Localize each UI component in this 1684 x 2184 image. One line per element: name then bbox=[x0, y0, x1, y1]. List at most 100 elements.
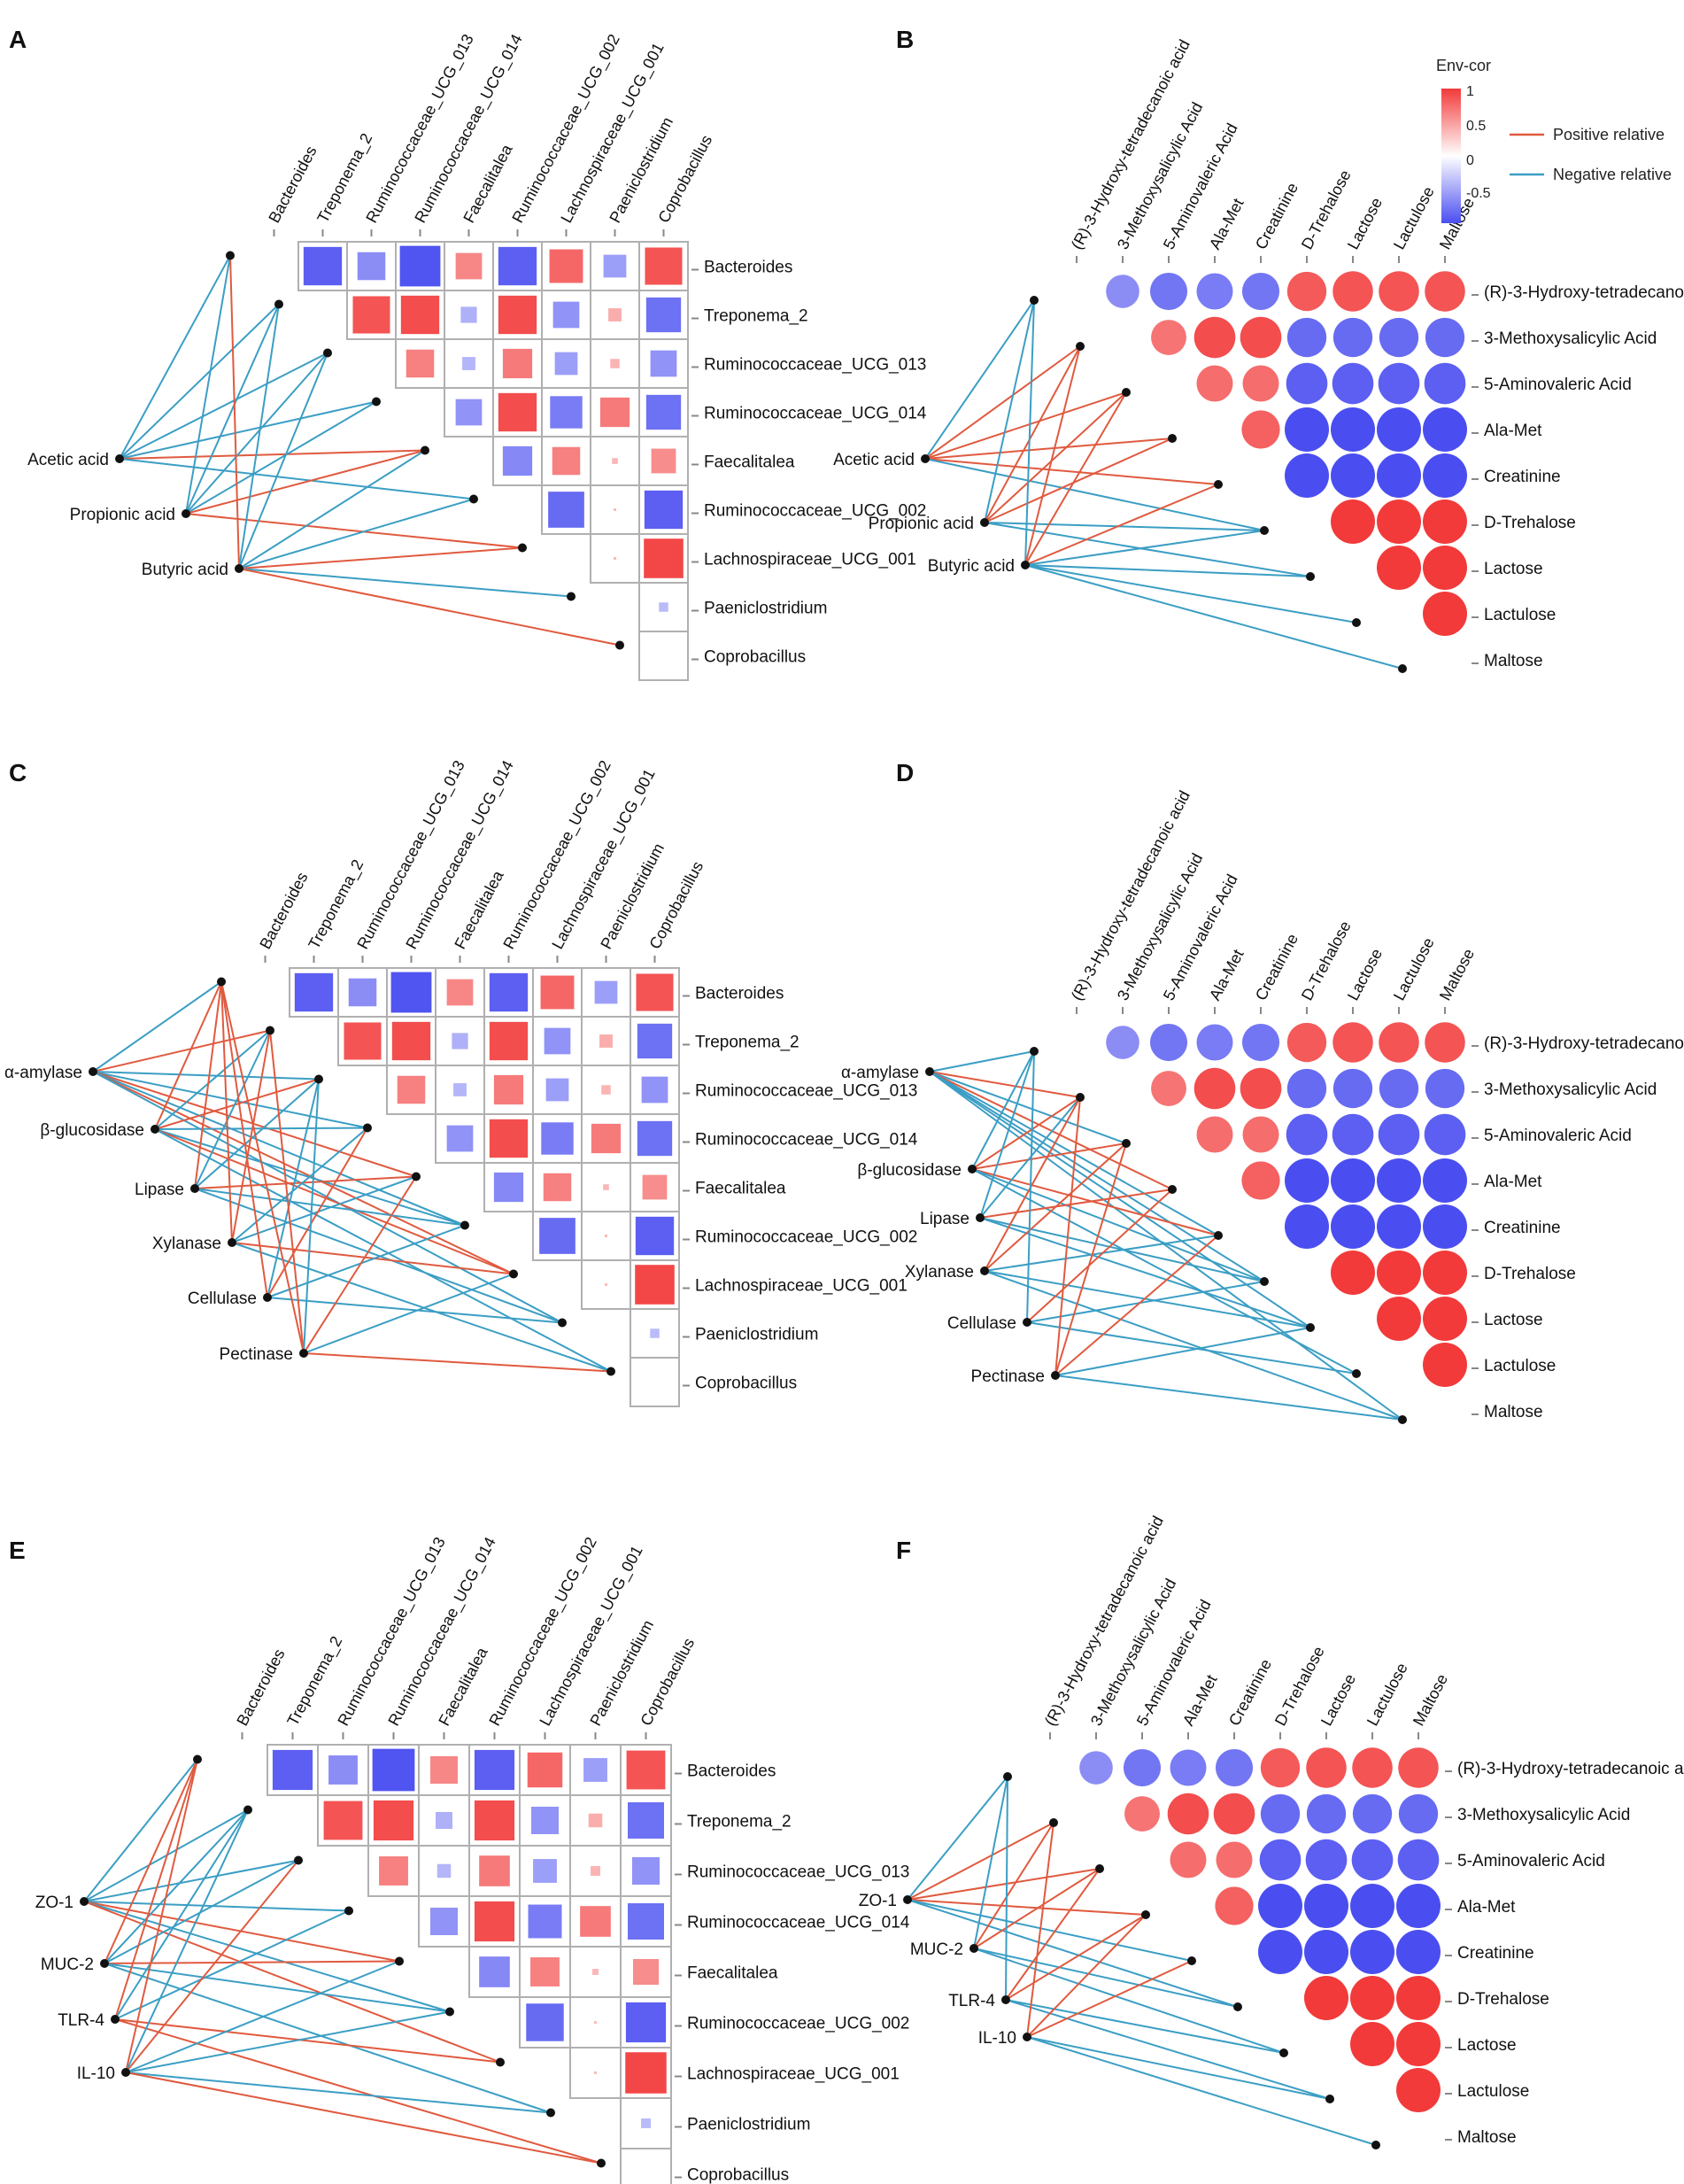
link-positive bbox=[83, 1901, 501, 2064]
row-label-ruminococcaceae-ucg-013: Ruminococcaceae_UCG_013 bbox=[687, 1863, 909, 1882]
cell-negative bbox=[539, 1218, 575, 1254]
link-negative bbox=[125, 1960, 400, 2073]
cell-negative bbox=[1286, 317, 1327, 358]
grid-cell bbox=[590, 533, 640, 584]
cell-negative bbox=[1305, 1839, 1348, 1881]
cell-negative bbox=[548, 492, 584, 528]
link-negative bbox=[907, 1899, 1239, 2008]
cell-negative bbox=[1332, 362, 1374, 405]
link-negative bbox=[1024, 564, 1403, 670]
cell-positive bbox=[612, 458, 618, 464]
cell-positive bbox=[430, 1756, 458, 1784]
variable-node bbox=[1306, 1323, 1315, 1332]
cell-negative bbox=[1332, 1113, 1374, 1156]
cell-negative bbox=[1378, 362, 1420, 405]
cell-positive bbox=[1350, 1976, 1394, 2020]
link-positive bbox=[125, 1859, 299, 2073]
cell-positive bbox=[549, 249, 583, 283]
cell-negative bbox=[533, 1859, 557, 1883]
cell-positive bbox=[1423, 1343, 1467, 1387]
factor-node bbox=[263, 1293, 272, 1302]
factor-label-zo-1: ZO-1 bbox=[35, 1894, 73, 1912]
cell-positive bbox=[489, 1021, 529, 1061]
cell-negative bbox=[1331, 1204, 1375, 1249]
cell-negative bbox=[498, 246, 537, 286]
row-label-5-aminovaleric-acid: 5-Aminovaleric Acid bbox=[1484, 376, 1632, 394]
cell-positive bbox=[605, 1235, 607, 1237]
col-label-maltose: Maltose bbox=[1410, 1671, 1451, 1729]
cell-positive bbox=[591, 1866, 600, 1876]
variable-node bbox=[1187, 1956, 1196, 1965]
cell-negative bbox=[544, 1027, 571, 1055]
cell-positive bbox=[588, 1813, 603, 1828]
variable-node bbox=[1095, 1864, 1104, 1873]
variable-node bbox=[1260, 1277, 1269, 1286]
cell-positive bbox=[642, 1174, 668, 1200]
cell-positive bbox=[1425, 271, 1465, 312]
cell-positive bbox=[474, 1800, 515, 1841]
cell-positive bbox=[502, 348, 533, 379]
cell-positive bbox=[344, 1022, 382, 1060]
row-label-faecalitalea: Faecalitalea bbox=[687, 1964, 778, 1983]
link-positive bbox=[1054, 1235, 1219, 1376]
cell-negative bbox=[541, 1122, 574, 1155]
cell-negative bbox=[550, 396, 583, 429]
cell-positive bbox=[1333, 1022, 1373, 1063]
link-positive bbox=[114, 1759, 198, 2020]
row-label-maltose: Maltose bbox=[1457, 2128, 1517, 2147]
cell-negative bbox=[453, 1083, 467, 1096]
col-label-ala-met: Ala-Met bbox=[1206, 947, 1248, 1003]
cell-positive bbox=[530, 1957, 560, 1987]
variable-node bbox=[1168, 1185, 1177, 1194]
link-negative bbox=[238, 498, 475, 569]
col-label-lactose: Lactose bbox=[1344, 946, 1386, 1003]
variable-node bbox=[1122, 388, 1131, 397]
factor-label-butyric-acid: Butyric acid bbox=[142, 561, 228, 579]
cell-positive bbox=[498, 295, 537, 335]
variable-node bbox=[1306, 572, 1315, 581]
variable-node bbox=[606, 1367, 615, 1376]
cell-negative bbox=[583, 1758, 607, 1782]
cell-negative bbox=[1258, 1930, 1302, 1974]
factor-node bbox=[182, 509, 190, 518]
cell-positive bbox=[474, 1901, 515, 1942]
cell-positive bbox=[373, 1800, 414, 1841]
cell-negative bbox=[1378, 1113, 1420, 1156]
factor-label-tlr-4: TLR-4 bbox=[948, 1992, 995, 2010]
factor-node bbox=[299, 1349, 308, 1358]
cell-negative bbox=[1331, 407, 1375, 452]
cell-negative bbox=[545, 1078, 569, 1102]
link-negative bbox=[83, 1758, 198, 1902]
cell-negative bbox=[272, 1749, 313, 1791]
factor-label-glucosidase: β-glucosidase bbox=[857, 1161, 962, 1180]
link-positive bbox=[238, 568, 621, 647]
row-label-bacteroides: Bacteroides bbox=[704, 259, 792, 277]
row-label-r-3-hydroxy-tetradecanoic-acid: (R)-3-Hydroxy-tetradecanoic acid bbox=[1484, 283, 1684, 302]
col-label-bacteroides: Bacteroides bbox=[233, 1646, 288, 1729]
link-negative bbox=[1024, 530, 1265, 566]
cell-positive bbox=[1151, 1071, 1186, 1106]
col-label-coprobacillus: Coprobacillus bbox=[637, 1635, 698, 1729]
link-positive bbox=[984, 1096, 1081, 1272]
col-label-ala-met: Ala-Met bbox=[1179, 1672, 1221, 1729]
variable-node bbox=[372, 397, 381, 407]
variable-node bbox=[1168, 434, 1177, 443]
link-negative bbox=[929, 1050, 1035, 1073]
link-positive bbox=[929, 1071, 1081, 1098]
row-label-paeniclostridium: Paeniclostridium bbox=[687, 2116, 810, 2134]
link-positive bbox=[220, 981, 268, 1298]
variable-node bbox=[1233, 2002, 1242, 2011]
col-label-faecalitalea: Faecalitalea bbox=[460, 141, 516, 226]
cell-negative bbox=[430, 1908, 458, 1935]
col-label-lactulose: Lactulose bbox=[1390, 934, 1438, 1003]
link-positive bbox=[220, 981, 233, 1243]
link-negative bbox=[92, 1071, 563, 1324]
cell-negative bbox=[1423, 1204, 1467, 1249]
cell-negative bbox=[650, 350, 677, 377]
col-label-lactose: Lactose bbox=[1317, 1671, 1359, 1729]
link-positive bbox=[154, 1078, 320, 1130]
cell-negative bbox=[1306, 1793, 1347, 1834]
cell-negative bbox=[1396, 1930, 1441, 1974]
cell-positive bbox=[1396, 2022, 1441, 2066]
factor-node bbox=[89, 1067, 97, 1076]
